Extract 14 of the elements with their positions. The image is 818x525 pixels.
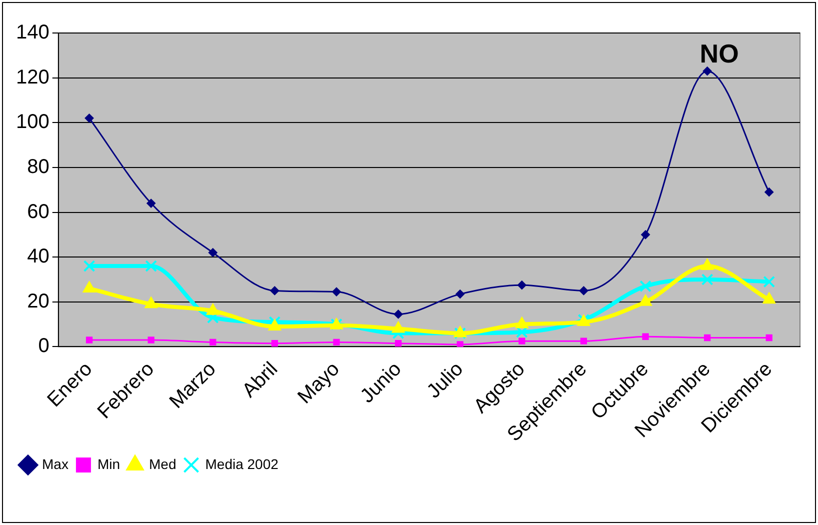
y-tick-label: 60 (27, 200, 50, 223)
legend-label: Min (97, 456, 120, 472)
legend-label: Max (42, 456, 68, 472)
x-tick-label: Julio (422, 358, 468, 403)
annotation: NO (700, 38, 739, 68)
y-tick-label: 100 (16, 111, 50, 134)
legend-label: Med (149, 456, 176, 472)
y-tick-label: 80 (27, 156, 50, 178)
y-tick-label: 40 (27, 246, 50, 268)
y-tick-label: 140 (16, 22, 50, 44)
y-tick-label: 0 (38, 335, 50, 358)
legend-label: Media 2002 (205, 456, 279, 472)
y-tick-label: 20 (27, 290, 50, 312)
y-tick-label: 120 (16, 66, 50, 88)
